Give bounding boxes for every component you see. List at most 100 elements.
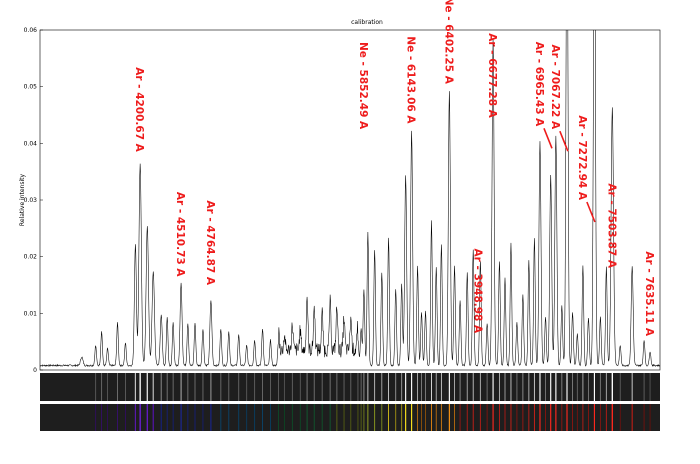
spectrum-line-band (576, 404, 578, 431)
spectrum-line-band (101, 404, 103, 431)
spectrum-line-band (160, 373, 162, 401)
spectrum-strips (40, 373, 660, 431)
spectrum-line-band (220, 373, 222, 401)
spectrum-line-band (210, 373, 212, 401)
spectrum-line-band (561, 373, 563, 401)
spectrum-line-band (381, 373, 383, 401)
spectrum-line-band (172, 404, 174, 431)
spectrum-line-band (117, 373, 118, 401)
spectrum-line-band (374, 373, 376, 401)
spectrum-line-band (357, 373, 359, 401)
y-tick-label: 0.02 (24, 254, 38, 261)
spectrum-line-band (381, 404, 383, 431)
spectrum-line-band (202, 404, 204, 431)
spectrum-line-band (649, 373, 651, 401)
spectrum-line-band (367, 404, 369, 431)
spectrum-line-band (360, 373, 362, 401)
spectrum-line-band (498, 373, 500, 401)
color-spectrum (40, 404, 660, 431)
spectrum-line-band (504, 373, 506, 401)
spectrum-line-band (643, 373, 645, 401)
spectrum-line-band (321, 404, 323, 431)
spectrum-line-band (435, 404, 437, 431)
spectrum-line-band (180, 404, 182, 431)
chart-title: calibration (351, 19, 383, 26)
spectrum-line-band (582, 373, 584, 401)
spectrum-line-band (522, 404, 524, 431)
spectrum-line-band (619, 373, 621, 401)
spectrum-line-band (336, 404, 338, 431)
spectrum-line-band (283, 404, 285, 431)
spectrum-line-band (254, 404, 256, 431)
spectrum-line-band (550, 404, 552, 431)
spectrum-line (40, 30, 660, 368)
peak-label: Ar - 3948.98 A (471, 249, 483, 334)
spectrum-line-band (448, 404, 450, 431)
spectrum-line-band (401, 373, 403, 401)
peak-pointer-line (559, 130, 569, 152)
spectrum-line-band (262, 404, 264, 431)
spectrum-line-band (486, 373, 488, 401)
spectrum-line-band (545, 373, 546, 401)
spectrum-line-band (270, 404, 271, 431)
spectrum-line-band (425, 373, 426, 401)
spectrum-line-band (545, 404, 546, 431)
spectrum-line-band (146, 404, 148, 431)
spectrum-line-band (479, 373, 481, 401)
spectrum-line-band (582, 404, 584, 431)
spectrum-line-band (440, 373, 442, 401)
spectrum-line-band (649, 404, 651, 431)
peak-label: Ar - 4764.87 A (204, 200, 216, 285)
spectrum-line-band (516, 404, 518, 431)
peak-annotations: Ar - 3948.98 A Ar - 4200.67 A Ar - 4510.73… (133, 0, 655, 337)
peak-label: Ar - 7272.94 A (576, 115, 588, 200)
spectrum-line-band (492, 404, 494, 431)
spectrum-line-band (357, 404, 359, 431)
spectrum-line-band (146, 373, 148, 401)
spectrum-line-band (631, 404, 633, 431)
spectrum-line-band (417, 404, 419, 431)
spectrum-line-band (588, 404, 589, 431)
spectrum-line-band (417, 373, 419, 401)
spectrum-line-band (187, 404, 189, 431)
y-tick-label: 0.03 (24, 197, 38, 204)
spectrum-line-band (421, 404, 422, 431)
spectrum-line-band (528, 373, 530, 401)
spectrum-line-band (172, 373, 174, 401)
spectrum-line-band (522, 373, 524, 401)
spectrum-line-band (472, 404, 474, 431)
spectrum-line-band (125, 373, 126, 401)
spectrum-line-band (210, 404, 212, 431)
spectrum-line-band (363, 404, 365, 431)
spectrum-line-band (533, 373, 535, 401)
spectrum-line-band (555, 373, 557, 401)
spectrum-line-band (246, 404, 248, 431)
peak-label: Ne - 6402.25 A (442, 0, 454, 85)
spectrum-line-band (313, 373, 315, 401)
spectrum-line-band (306, 404, 308, 431)
spectrum-line-band (504, 404, 506, 431)
spectrum-line-band (611, 373, 613, 401)
grayscale-spectrum (40, 373, 660, 401)
spectrum-line-band (440, 404, 442, 431)
spectrum-line-band (238, 404, 240, 431)
y-tick-label: 0.06 (24, 27, 38, 34)
plot-frame (39, 29, 661, 371)
spectrum-line-band (401, 404, 403, 431)
spectrum-line-band (187, 373, 189, 401)
spectrum-line-band (194, 404, 196, 431)
spectrum-line-band (466, 373, 468, 401)
spectrum-line-band (448, 373, 450, 401)
spectrum-line-band (510, 404, 512, 431)
spectrum-line-band (510, 373, 512, 401)
spectrum-line-band (350, 373, 352, 401)
peak-label: Ne - 6143.06 A (405, 36, 417, 124)
spectrum-line-band (180, 373, 182, 401)
spectrum-line-band (593, 373, 595, 401)
spectrum-line-band (278, 373, 279, 401)
spectrum-line-band (576, 373, 578, 401)
peak-label: Ar - 7635.11 A (643, 251, 655, 336)
spectrum-line-band (343, 373, 345, 401)
spectrum-line-band (643, 404, 645, 431)
spectrum-line-band (107, 373, 109, 401)
